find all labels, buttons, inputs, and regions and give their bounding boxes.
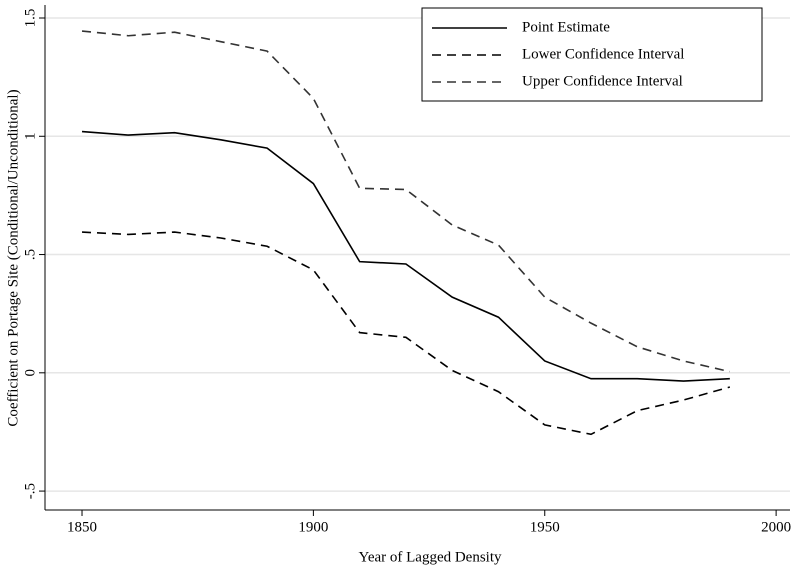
x-axis-label: Year of Lagged Density: [358, 549, 502, 565]
y-tick-label: 1.5: [22, 9, 38, 28]
line-series: [81, 231, 731, 436]
y-tick-label: 1: [22, 133, 38, 141]
x-tick-label: 1900: [298, 519, 328, 535]
y-tick-label: -.5: [22, 483, 38, 499]
y-tick-label: .5: [22, 249, 38, 260]
y-tick-label: 0: [22, 369, 38, 377]
legend-label: Upper Confidence Interval: [522, 73, 683, 89]
legend: Point Estimate Lower Confidence Interval U…: [421, 7, 763, 102]
y-axis-label: Coefficient on Portage Site (Conditional…: [5, 89, 21, 426]
x-tick-label: 1950: [530, 519, 560, 535]
line-series: [81, 130, 730, 382]
legend-label: Lower Confidence Interval: [522, 46, 684, 62]
line-series: [81, 30, 731, 373]
x-tick-label: 2000: [761, 519, 791, 535]
x-tick-label: 1850: [67, 519, 97, 535]
legend-label: Point Estimate: [522, 19, 610, 35]
